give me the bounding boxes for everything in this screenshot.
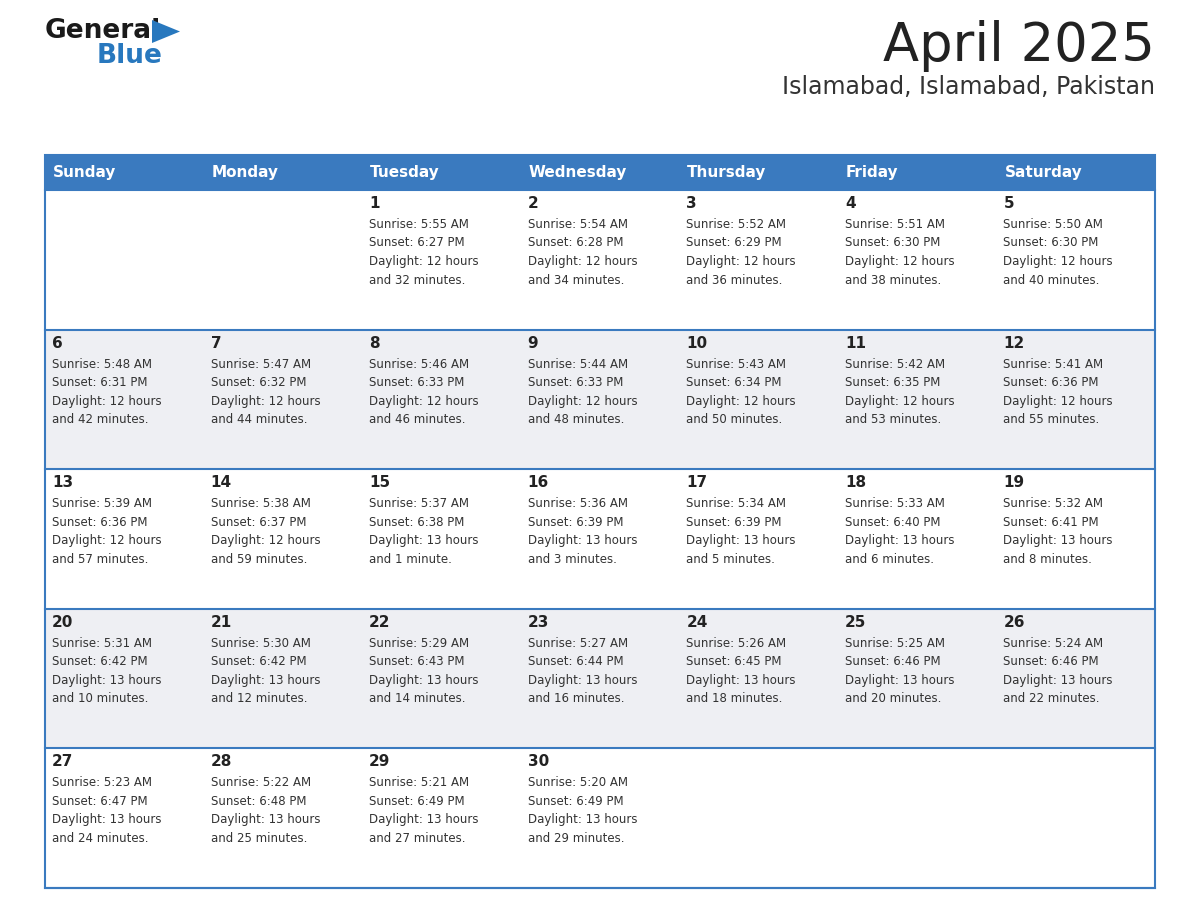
Text: 18: 18: [845, 476, 866, 490]
Text: 7: 7: [210, 336, 221, 351]
Text: 23: 23: [527, 615, 549, 630]
Bar: [45, 748, 1155, 888]
Text: Sunrise: 5:31 AM
Sunset: 6:42 PM
Daylight: 13 hours
and 10 minutes.: Sunrise: 5:31 AM Sunset: 6:42 PM Dayligh…: [52, 637, 162, 705]
Text: Sunrise: 5:37 AM
Sunset: 6:38 PM
Daylight: 13 hours
and 1 minute.: Sunrise: 5:37 AM Sunset: 6:38 PM Dayligh…: [369, 498, 479, 565]
Text: 20: 20: [52, 615, 74, 630]
Text: Sunrise: 5:39 AM
Sunset: 6:36 PM
Daylight: 12 hours
and 57 minutes.: Sunrise: 5:39 AM Sunset: 6:36 PM Dayligh…: [52, 498, 162, 565]
Text: Wednesday: Wednesday: [529, 165, 627, 180]
Text: Sunrise: 5:36 AM
Sunset: 6:39 PM
Daylight: 13 hours
and 3 minutes.: Sunrise: 5:36 AM Sunset: 6:39 PM Dayligh…: [527, 498, 637, 565]
Text: Sunrise: 5:41 AM
Sunset: 6:36 PM
Daylight: 12 hours
and 55 minutes.: Sunrise: 5:41 AM Sunset: 6:36 PM Dayligh…: [1004, 358, 1113, 426]
Text: 8: 8: [369, 336, 380, 351]
Text: 10: 10: [687, 336, 707, 351]
Bar: [45, 330, 1155, 469]
Text: 6: 6: [52, 336, 63, 351]
Text: Sunday: Sunday: [53, 165, 116, 180]
Text: 30: 30: [527, 755, 549, 769]
Text: Sunrise: 5:26 AM
Sunset: 6:45 PM
Daylight: 13 hours
and 18 minutes.: Sunrise: 5:26 AM Sunset: 6:45 PM Dayligh…: [687, 637, 796, 705]
Text: Sunrise: 5:32 AM
Sunset: 6:41 PM
Daylight: 13 hours
and 8 minutes.: Sunrise: 5:32 AM Sunset: 6:41 PM Dayligh…: [1004, 498, 1113, 565]
Text: 4: 4: [845, 196, 855, 211]
Bar: [203, 155, 362, 190]
Text: 1: 1: [369, 196, 380, 211]
Bar: [45, 190, 1155, 330]
Bar: [520, 155, 680, 190]
Text: Sunrise: 5:43 AM
Sunset: 6:34 PM
Daylight: 12 hours
and 50 minutes.: Sunrise: 5:43 AM Sunset: 6:34 PM Dayligh…: [687, 358, 796, 426]
Text: 19: 19: [1004, 476, 1024, 490]
Text: 16: 16: [527, 476, 549, 490]
Text: Islamabad, Islamabad, Pakistan: Islamabad, Islamabad, Pakistan: [782, 75, 1155, 99]
Text: Sunrise: 5:38 AM
Sunset: 6:37 PM
Daylight: 12 hours
and 59 minutes.: Sunrise: 5:38 AM Sunset: 6:37 PM Dayligh…: [210, 498, 321, 565]
Text: Sunrise: 5:46 AM
Sunset: 6:33 PM
Daylight: 12 hours
and 46 minutes.: Sunrise: 5:46 AM Sunset: 6:33 PM Dayligh…: [369, 358, 479, 426]
Text: Sunrise: 5:48 AM
Sunset: 6:31 PM
Daylight: 12 hours
and 42 minutes.: Sunrise: 5:48 AM Sunset: 6:31 PM Dayligh…: [52, 358, 162, 426]
Text: Sunrise: 5:42 AM
Sunset: 6:35 PM
Daylight: 12 hours
and 53 minutes.: Sunrise: 5:42 AM Sunset: 6:35 PM Dayligh…: [845, 358, 954, 426]
Text: Sunrise: 5:21 AM
Sunset: 6:49 PM
Daylight: 13 hours
and 27 minutes.: Sunrise: 5:21 AM Sunset: 6:49 PM Dayligh…: [369, 777, 479, 845]
Text: Sunrise: 5:23 AM
Sunset: 6:47 PM
Daylight: 13 hours
and 24 minutes.: Sunrise: 5:23 AM Sunset: 6:47 PM Dayligh…: [52, 777, 162, 845]
Text: April 2025: April 2025: [883, 20, 1155, 72]
Text: Sunrise: 5:34 AM
Sunset: 6:39 PM
Daylight: 13 hours
and 5 minutes.: Sunrise: 5:34 AM Sunset: 6:39 PM Dayligh…: [687, 498, 796, 565]
Text: 15: 15: [369, 476, 391, 490]
Text: Sunrise: 5:24 AM
Sunset: 6:46 PM
Daylight: 13 hours
and 22 minutes.: Sunrise: 5:24 AM Sunset: 6:46 PM Dayligh…: [1004, 637, 1113, 705]
Text: Sunrise: 5:29 AM
Sunset: 6:43 PM
Daylight: 13 hours
and 14 minutes.: Sunrise: 5:29 AM Sunset: 6:43 PM Dayligh…: [369, 637, 479, 705]
Text: General: General: [45, 18, 162, 44]
Text: 22: 22: [369, 615, 391, 630]
Text: Monday: Monday: [211, 165, 278, 180]
Text: Sunrise: 5:44 AM
Sunset: 6:33 PM
Daylight: 12 hours
and 48 minutes.: Sunrise: 5:44 AM Sunset: 6:33 PM Dayligh…: [527, 358, 637, 426]
Text: 3: 3: [687, 196, 697, 211]
Text: Sunrise: 5:55 AM
Sunset: 6:27 PM
Daylight: 12 hours
and 32 minutes.: Sunrise: 5:55 AM Sunset: 6:27 PM Dayligh…: [369, 218, 479, 286]
Text: Sunrise: 5:27 AM
Sunset: 6:44 PM
Daylight: 13 hours
and 16 minutes.: Sunrise: 5:27 AM Sunset: 6:44 PM Dayligh…: [527, 637, 637, 705]
Text: 24: 24: [687, 615, 708, 630]
Text: Sunrise: 5:25 AM
Sunset: 6:46 PM
Daylight: 13 hours
and 20 minutes.: Sunrise: 5:25 AM Sunset: 6:46 PM Dayligh…: [845, 637, 954, 705]
Text: Sunrise: 5:50 AM
Sunset: 6:30 PM
Daylight: 12 hours
and 40 minutes.: Sunrise: 5:50 AM Sunset: 6:30 PM Dayligh…: [1004, 218, 1113, 286]
Text: 28: 28: [210, 755, 232, 769]
Text: 5: 5: [1004, 196, 1015, 211]
Text: Sunrise: 5:54 AM
Sunset: 6:28 PM
Daylight: 12 hours
and 34 minutes.: Sunrise: 5:54 AM Sunset: 6:28 PM Dayligh…: [527, 218, 637, 286]
Text: 11: 11: [845, 336, 866, 351]
Text: Sunrise: 5:30 AM
Sunset: 6:42 PM
Daylight: 13 hours
and 12 minutes.: Sunrise: 5:30 AM Sunset: 6:42 PM Dayligh…: [210, 637, 320, 705]
Text: Sunrise: 5:47 AM
Sunset: 6:32 PM
Daylight: 12 hours
and 44 minutes.: Sunrise: 5:47 AM Sunset: 6:32 PM Dayligh…: [210, 358, 321, 426]
Text: Blue: Blue: [97, 43, 163, 69]
Text: 26: 26: [1004, 615, 1025, 630]
Bar: [997, 155, 1155, 190]
Bar: [45, 609, 1155, 748]
Bar: [45, 155, 203, 190]
Text: 21: 21: [210, 615, 232, 630]
Bar: [45, 155, 1155, 888]
Text: 29: 29: [369, 755, 391, 769]
Bar: [680, 155, 838, 190]
Text: 13: 13: [52, 476, 74, 490]
Text: Sunrise: 5:20 AM
Sunset: 6:49 PM
Daylight: 13 hours
and 29 minutes.: Sunrise: 5:20 AM Sunset: 6:49 PM Dayligh…: [527, 777, 637, 845]
Text: Sunrise: 5:33 AM
Sunset: 6:40 PM
Daylight: 13 hours
and 6 minutes.: Sunrise: 5:33 AM Sunset: 6:40 PM Dayligh…: [845, 498, 954, 565]
Text: Saturday: Saturday: [1004, 165, 1082, 180]
Bar: [362, 155, 520, 190]
Text: Sunrise: 5:22 AM
Sunset: 6:48 PM
Daylight: 13 hours
and 25 minutes.: Sunrise: 5:22 AM Sunset: 6:48 PM Dayligh…: [210, 777, 320, 845]
Bar: [45, 469, 1155, 609]
Text: 27: 27: [52, 755, 74, 769]
Text: Sunrise: 5:52 AM
Sunset: 6:29 PM
Daylight: 12 hours
and 36 minutes.: Sunrise: 5:52 AM Sunset: 6:29 PM Dayligh…: [687, 218, 796, 286]
Text: 25: 25: [845, 615, 866, 630]
Text: 14: 14: [210, 476, 232, 490]
Text: Friday: Friday: [846, 165, 898, 180]
Text: 12: 12: [1004, 336, 1025, 351]
Text: Sunrise: 5:51 AM
Sunset: 6:30 PM
Daylight: 12 hours
and 38 minutes.: Sunrise: 5:51 AM Sunset: 6:30 PM Dayligh…: [845, 218, 954, 286]
Bar: [838, 155, 997, 190]
Polygon shape: [152, 20, 181, 43]
Text: 9: 9: [527, 336, 538, 351]
Text: Tuesday: Tuesday: [371, 165, 440, 180]
Text: 17: 17: [687, 476, 707, 490]
Text: 2: 2: [527, 196, 538, 211]
Text: Thursday: Thursday: [688, 165, 766, 180]
